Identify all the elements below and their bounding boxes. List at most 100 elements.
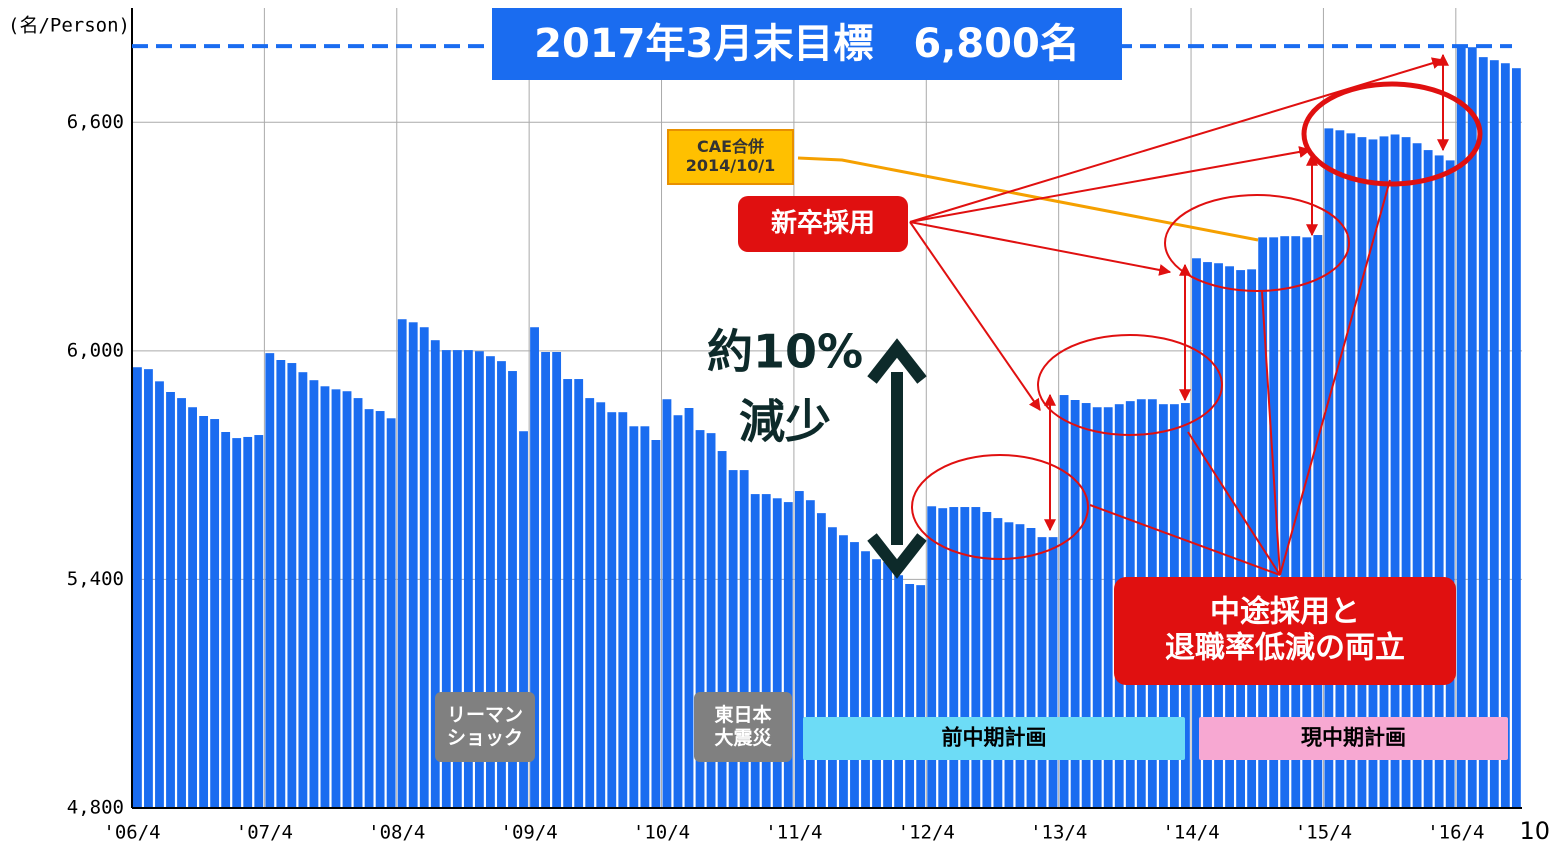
bar	[320, 386, 330, 808]
y-tick-label: 6,600	[67, 111, 124, 133]
curr-plan-label: 現中期計画	[1301, 726, 1406, 750]
highlight-ellipse	[1301, 81, 1483, 187]
bar	[938, 508, 948, 808]
bar	[905, 584, 915, 808]
x-tick-label: '08/4	[368, 822, 425, 844]
earthquake-label-box	[694, 692, 792, 762]
lehman-label: ショック	[447, 727, 523, 749]
bar	[971, 507, 981, 808]
bar	[596, 402, 606, 808]
bar	[463, 350, 473, 808]
bar	[1434, 155, 1444, 808]
bar	[750, 494, 760, 808]
highlight-ellipse	[1164, 194, 1350, 292]
bar	[1511, 68, 1521, 808]
bar	[1092, 407, 1102, 808]
bar	[1302, 237, 1312, 809]
merger-label: 2014/10/1	[686, 156, 776, 175]
bar	[883, 561, 892, 808]
y-axis-label: (名/Person)	[8, 15, 130, 37]
arrow	[1279, 179, 1391, 576]
bar	[618, 412, 628, 808]
bar	[397, 319, 407, 808]
bar	[916, 585, 926, 808]
arrow	[1261, 291, 1281, 576]
bar	[210, 419, 220, 808]
x-tick-label: '15/4	[1295, 822, 1352, 844]
arrow	[1089, 504, 1281, 576]
bar	[695, 430, 705, 808]
bar	[1423, 150, 1433, 809]
bar	[1412, 143, 1422, 808]
bar	[706, 433, 716, 808]
bar	[1059, 395, 1069, 808]
bar	[1478, 57, 1488, 808]
bar	[761, 494, 771, 808]
arrow	[1187, 431, 1281, 576]
bar	[386, 418, 396, 808]
bar	[993, 518, 1003, 808]
bar	[265, 353, 275, 808]
bar	[1203, 262, 1212, 809]
bar	[894, 575, 904, 808]
bar	[1048, 537, 1058, 808]
mid-career-label-box	[1114, 577, 1456, 685]
bar	[452, 350, 462, 808]
bar	[1445, 160, 1455, 808]
bar	[739, 470, 749, 808]
bar	[364, 409, 374, 808]
bar	[552, 352, 562, 808]
x-tick-label: '11/4	[765, 822, 822, 844]
chart-title: 2017年3月末目標 6,800名	[534, 21, 1080, 67]
bar	[850, 542, 859, 808]
bar	[1467, 47, 1477, 808]
bar	[1335, 130, 1345, 809]
bar	[949, 507, 959, 808]
bar	[530, 327, 539, 808]
x-tick-label: '06/4	[103, 822, 160, 844]
bar	[1324, 128, 1334, 808]
bar	[872, 559, 881, 808]
bar	[772, 498, 782, 808]
earthquake-label: 大震災	[714, 726, 772, 749]
prev-plan-label-box	[803, 717, 1185, 760]
bar	[188, 407, 197, 808]
bar	[728, 470, 738, 808]
bar	[1390, 134, 1400, 808]
bar	[199, 416, 209, 808]
bar	[585, 398, 595, 808]
bar	[331, 389, 341, 808]
bar	[298, 372, 308, 808]
lehman-label: リーマン	[447, 704, 523, 726]
bar	[1037, 537, 1047, 808]
bar	[1500, 63, 1510, 808]
bar	[1313, 235, 1323, 809]
y-tick-label: 5,400	[67, 568, 124, 590]
decrease-label: 減少	[739, 395, 831, 449]
bar	[717, 451, 727, 808]
bar	[287, 363, 297, 808]
bar	[1247, 269, 1257, 808]
bar	[1192, 258, 1201, 808]
bar	[1015, 524, 1025, 808]
bar	[640, 426, 650, 808]
bar	[574, 379, 584, 808]
bar	[1379, 136, 1389, 808]
bar	[430, 340, 440, 808]
page-number: 10	[1519, 817, 1550, 845]
bar	[1103, 407, 1113, 808]
prev-plan-label: 前中期計画	[942, 726, 1047, 750]
bar	[783, 502, 793, 808]
bar	[1368, 139, 1378, 808]
bar	[1258, 237, 1268, 809]
lehman-label-box	[435, 692, 535, 762]
bar	[375, 411, 385, 808]
bar	[1214, 263, 1223, 808]
new-grad-label: 新卒採用	[771, 208, 875, 239]
bar	[684, 408, 694, 808]
arrow	[909, 221, 1172, 276]
bar	[839, 535, 848, 808]
bar	[508, 371, 517, 808]
bar	[927, 506, 937, 808]
bar	[166, 392, 175, 808]
